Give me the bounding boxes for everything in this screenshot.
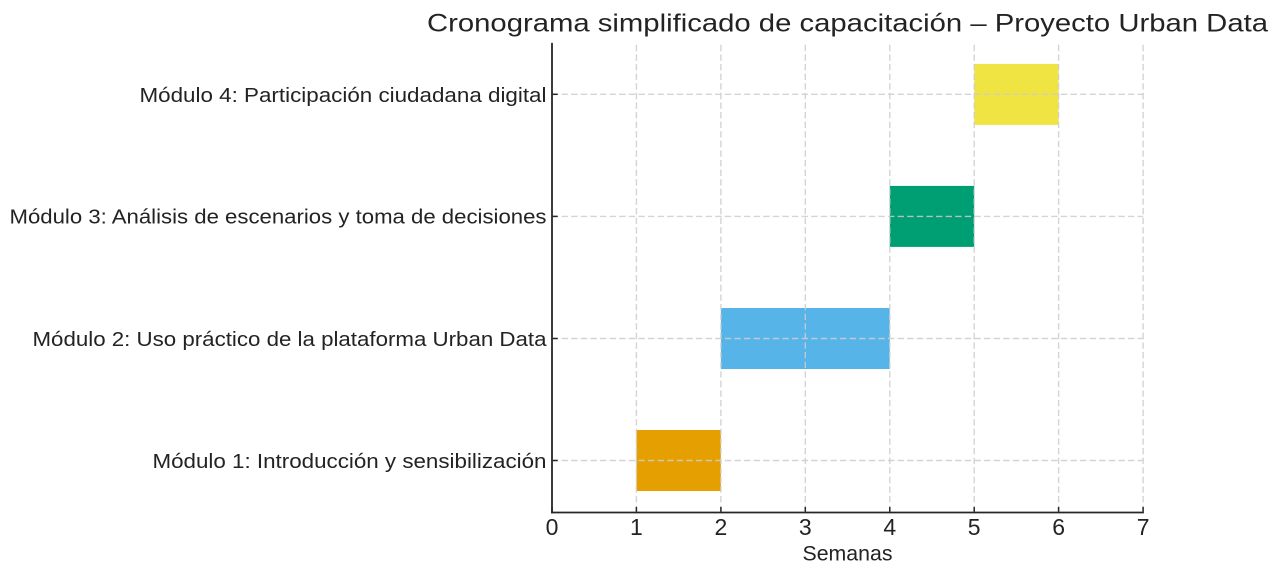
svg-text:7: 7 [1137,514,1150,540]
svg-text:1: 1 [630,514,643,540]
svg-text:Cronograma simplificado de cap: Cronograma simplificado de capacitación … [427,10,1268,38]
svg-text:0: 0 [546,514,559,540]
svg-text:Módulo 3: Análisis de escenari: Módulo 3: Análisis de escenarios y toma … [10,207,547,229]
svg-text:5: 5 [968,514,981,540]
svg-text:Módulo 2: Uso práctico de la p: Módulo 2: Uso práctico de la plataforma … [33,329,548,351]
svg-text:6: 6 [1052,514,1065,540]
svg-text:Semanas: Semanas [803,542,893,566]
svg-text:3: 3 [799,514,812,540]
svg-text:4: 4 [883,514,896,540]
svg-text:2: 2 [715,514,728,540]
svg-text:Módulo 4: Participación ciudad: Módulo 4: Participación ciudadana digita… [140,85,547,107]
svg-text:Módulo 1: Introducción y sensi: Módulo 1: Introducción y sensibilización [153,451,547,473]
